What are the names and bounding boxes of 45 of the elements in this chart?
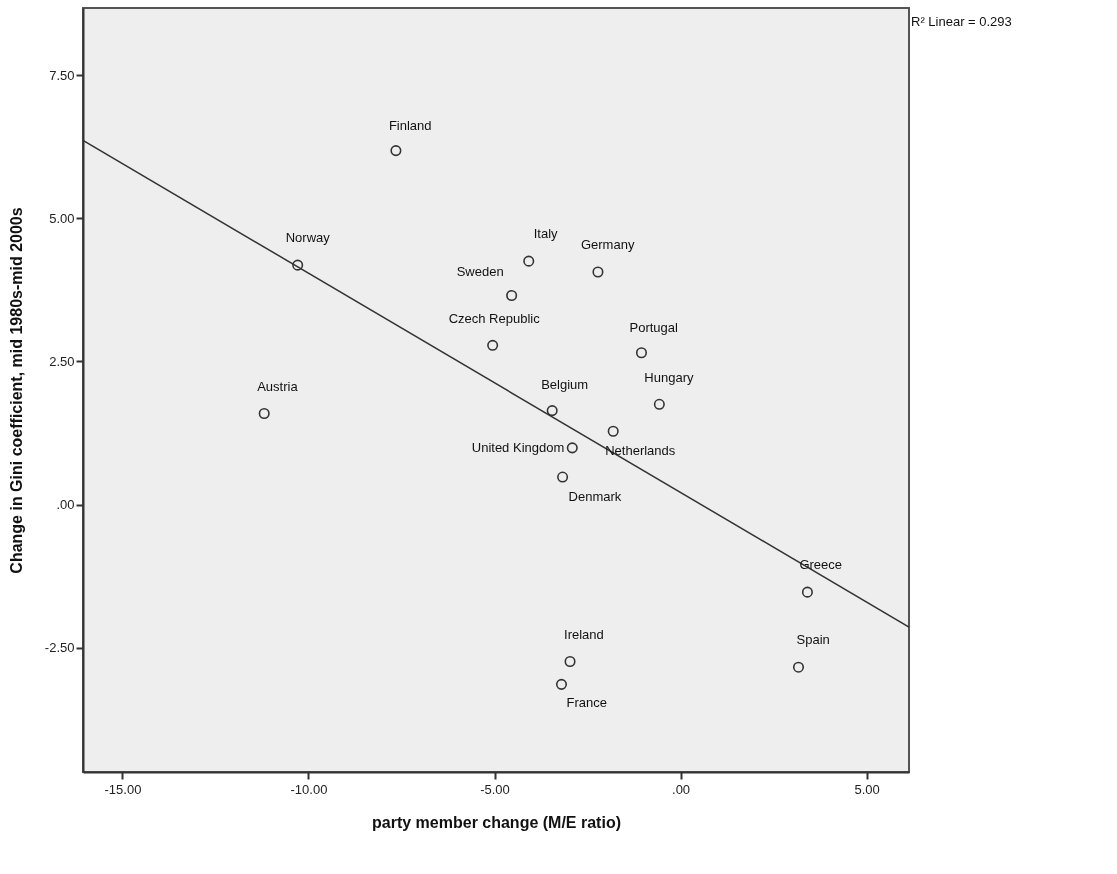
annotation: Ireland [564,627,604,643]
annotation: Hungary [644,370,694,386]
point [506,289,518,302]
y-tick-label: -2.50 [44,640,75,656]
annotation: United Kingdom [471,439,565,455]
annotation: Norway [285,230,331,246]
annotation: Denmark [568,489,622,505]
text: R² Linear = 0.293 [911,14,1012,29]
point [546,405,558,417]
annotation: Belgium [541,376,589,392]
point [292,259,304,271]
annotation: Finland [388,117,432,133]
point [555,678,568,690]
point [258,407,270,420]
annotation: Portugal [629,319,679,335]
y-axis-title: Change in Gini coefficient, mid 1980s-mid 2000s [7,207,25,574]
annotation: France [566,695,607,711]
annotation: Austria [257,379,299,395]
point [592,266,604,278]
point [557,471,569,483]
point [792,661,805,673]
point [607,425,619,437]
x-tick-label: -10.00 [290,781,328,797]
point [390,145,402,157]
y-tick-label: 2.50 [49,353,75,369]
x-axis-title: party member change (M/E ratio) [372,813,621,831]
x-tick-label: .00 [672,781,691,797]
annotation: Germany [580,237,635,253]
annotation: Sweden [456,263,504,279]
annotation: Spain [796,632,830,648]
point [653,398,665,410]
y-tick-label: 5.00 [49,210,75,226]
point [564,655,576,667]
y-tick-label: .00 [56,497,75,513]
point [635,347,648,359]
annotation: Czech Republic [448,311,541,327]
x-tick-label: 5.00 [854,781,880,797]
x-tick-label: -5.00 [480,781,510,797]
y-tick-label: 7.50 [49,67,75,83]
point [487,339,499,351]
annotation: Italy [533,226,559,242]
point [523,255,535,267]
x-tick-label: -15.00 [104,781,142,797]
point [801,586,813,598]
point [566,442,578,454]
